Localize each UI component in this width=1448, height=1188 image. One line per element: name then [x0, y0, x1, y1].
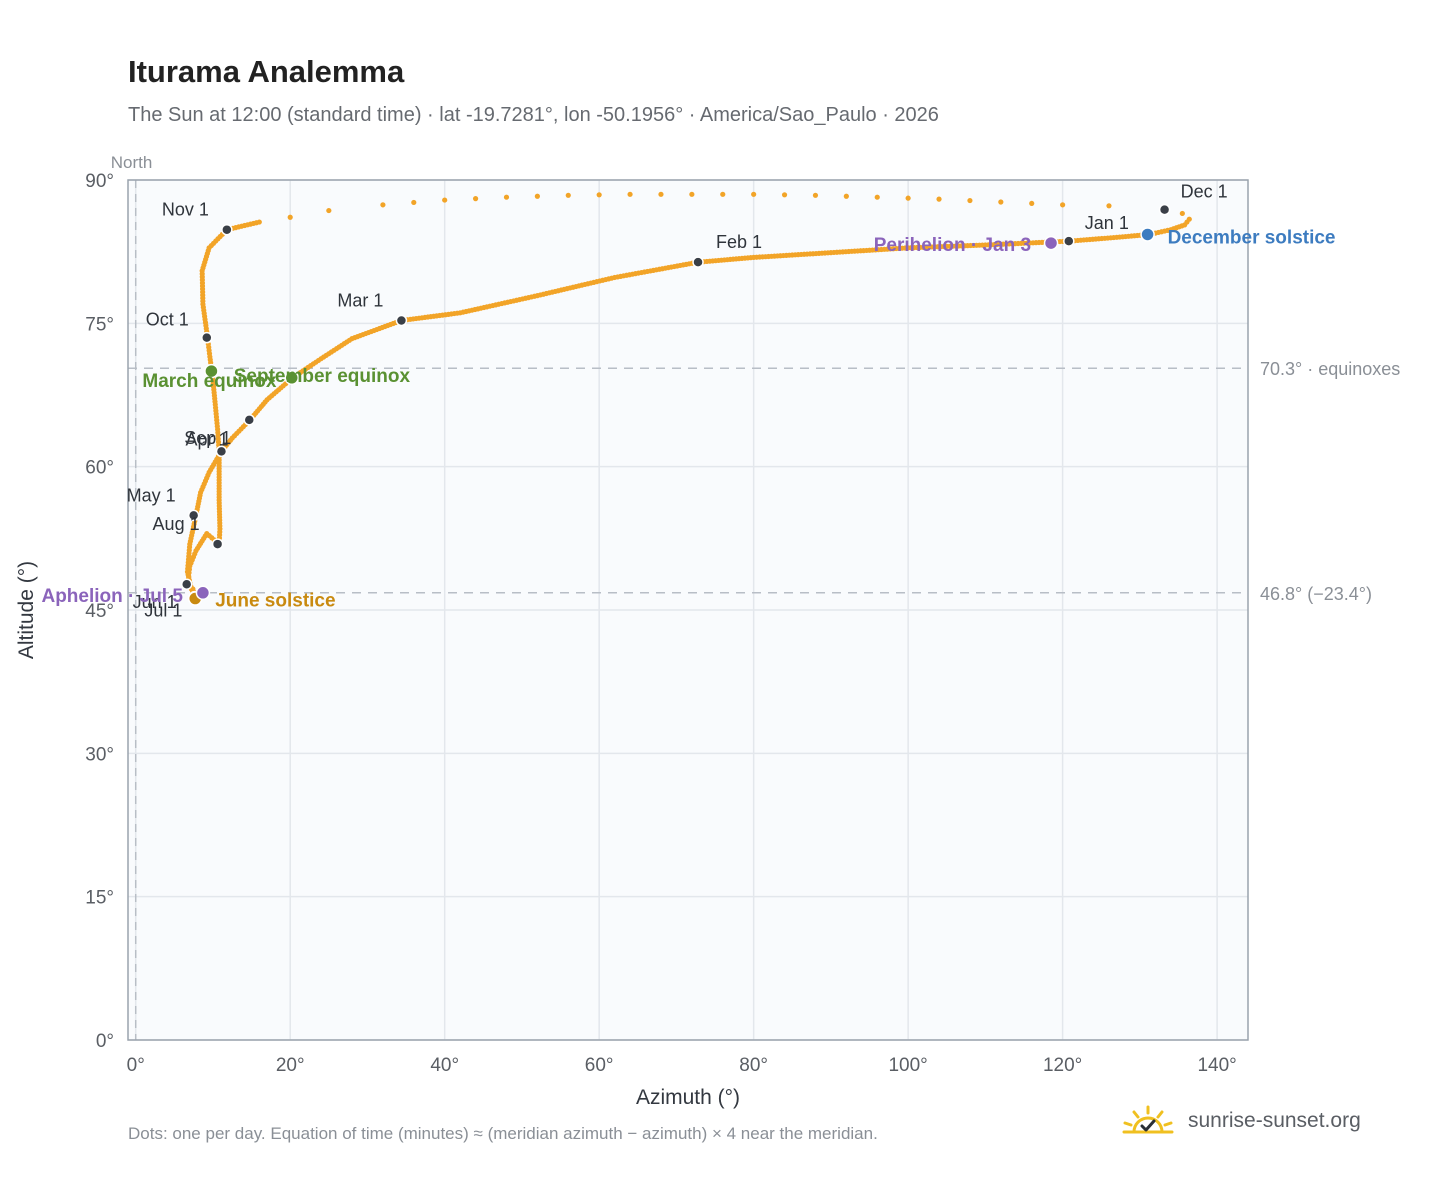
- month-label: May 1: [127, 485, 176, 505]
- y-tick-label: 45°: [85, 601, 114, 622]
- x-tick-label: 20°: [276, 1055, 305, 1076]
- event-label: September equinox: [234, 366, 411, 387]
- month-label: Jan 1: [1085, 213, 1129, 233]
- day-dot: [812, 192, 819, 198]
- day-dot: [411, 199, 417, 206]
- event-label: June solstice: [215, 591, 335, 612]
- y-tick-label: 15°: [85, 888, 114, 909]
- event-dot: [284, 370, 300, 386]
- day-dot: [998, 199, 1004, 205]
- month-label: Aug 1: [153, 514, 200, 534]
- day-dot: [326, 207, 332, 214]
- chart-subtitle: The Sun at 12:00 (standard time) · lat -…: [128, 104, 939, 126]
- month-label: Mar 1: [337, 290, 383, 310]
- footnote: Dots: one per day. Equation of time (min…: [128, 1124, 878, 1143]
- day-dot: [380, 202, 386, 208]
- event-dot: [195, 585, 211, 601]
- day-dot: [1106, 203, 1112, 209]
- x-tick-label: 80°: [739, 1055, 768, 1076]
- month-dot: [395, 314, 408, 327]
- day-dot: [596, 192, 602, 198]
- chart-title: Iturama Analemma: [128, 54, 405, 89]
- event-label: Aphelion · Jul 5: [41, 586, 183, 607]
- day-dot: [503, 194, 510, 200]
- y-tick-label: 60°: [85, 458, 114, 479]
- event-label: December solstice: [1168, 227, 1336, 248]
- day-dot: [689, 191, 695, 197]
- day-dot: [905, 195, 911, 201]
- brand[interactable]: sunrise-sunset.org: [1120, 1104, 1361, 1138]
- month-dot: [1158, 203, 1171, 216]
- event-dot: [204, 363, 219, 379]
- x-tick-label: 140°: [1197, 1055, 1236, 1076]
- day-dot: [843, 193, 849, 199]
- month-label: Jul 1: [144, 601, 182, 621]
- event-dot: [1043, 235, 1059, 251]
- day-dot: [442, 197, 448, 203]
- x-tick-label: 120°: [1043, 1055, 1082, 1076]
- day-dot: [534, 193, 540, 199]
- north-label: North: [111, 153, 153, 172]
- day-dot: [936, 196, 942, 202]
- day-dot: [658, 191, 664, 197]
- month-dot: [215, 445, 228, 458]
- month-label: Dec 1: [1181, 182, 1228, 202]
- event-label: March equinox: [142, 371, 277, 392]
- month-dot: [243, 414, 256, 426]
- x-tick-label: 0°: [127, 1055, 145, 1076]
- month-dot: [692, 256, 704, 268]
- month-dot: [1063, 235, 1075, 247]
- sun-logo-icon: [1122, 1105, 1174, 1134]
- x-tick-label: 60°: [585, 1055, 614, 1076]
- reference-label: 46.8° (−23.4°): [1260, 584, 1372, 604]
- month-dot: [187, 509, 200, 522]
- x-axis-title: Azimuth (°): [636, 1086, 740, 1109]
- y-tick-label: 30°: [85, 744, 114, 765]
- day-dot: [472, 196, 479, 202]
- reference-label: 70.3° · equinoxes: [1260, 359, 1400, 379]
- event-label: Perihelion · Jan 3: [874, 235, 1031, 256]
- month-dot: [211, 538, 224, 550]
- month-label: Oct 1: [146, 310, 189, 330]
- day-dot: [967, 197, 973, 204]
- day-dot: [627, 191, 633, 197]
- y-tick-label: 0°: [96, 1031, 114, 1052]
- month-label: Jun 1: [133, 592, 177, 612]
- month-label: Nov 1: [162, 200, 209, 220]
- day-dot: [720, 191, 726, 197]
- month-label: Sep 1: [184, 428, 231, 448]
- axes: 0° 20° 40° 60° 80° 100° 120° 140° 0° 15° 30° 45° 60°…: [15, 171, 1237, 1109]
- y-axis-title: Altitude (°): [15, 561, 38, 659]
- day-dot: [256, 219, 262, 225]
- month-label: Feb 1: [716, 232, 762, 252]
- day-dot: [751, 191, 757, 197]
- day-dot: [1179, 210, 1185, 217]
- day-dot: [781, 192, 788, 198]
- day-dot: [1029, 200, 1035, 207]
- event-dot: [1140, 227, 1155, 242]
- month-label: Apr 1: [185, 429, 228, 449]
- month-dot: [201, 331, 213, 344]
- reference-lines: North 70.3° · equinoxes 46.8° (−23.4°): [111, 153, 1400, 1040]
- x-tick-label: 100°: [888, 1055, 927, 1076]
- plot-frame: [127, 179, 1249, 1041]
- month-dot: [221, 223, 233, 236]
- day-dot: [287, 214, 293, 220]
- y-tick-label: 75°: [85, 314, 114, 335]
- month-dot: [180, 578, 193, 590]
- day-dot: [565, 192, 571, 198]
- y-tick-label: 90°: [85, 171, 114, 192]
- brand-name[interactable]: sunrise-sunset.org: [1188, 1109, 1361, 1132]
- x-tick-label: 40°: [430, 1055, 459, 1076]
- day-dot: [874, 194, 880, 200]
- daily-path: [184, 191, 1192, 601]
- day-dot: [1060, 202, 1066, 208]
